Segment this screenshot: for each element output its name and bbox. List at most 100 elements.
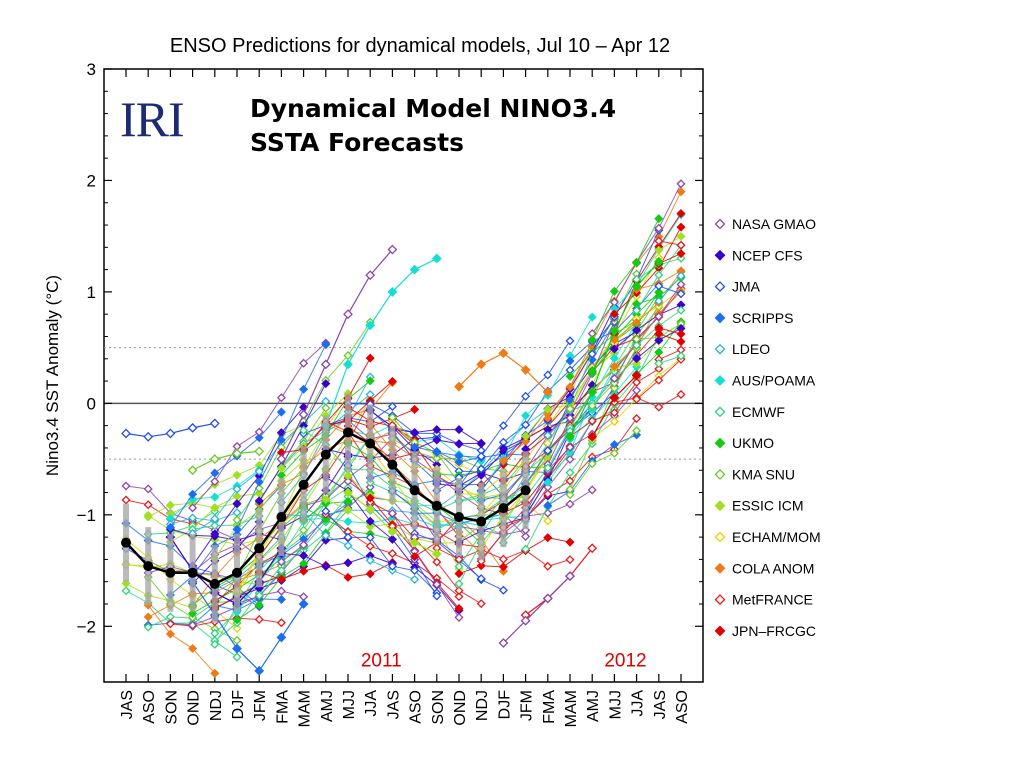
forecast-series-point <box>276 632 287 643</box>
forecast-plume-point <box>476 470 486 480</box>
forecast-plume-line <box>658 333 682 343</box>
forecast-series-point <box>498 348 509 359</box>
observed-point <box>143 561 154 572</box>
forecast-series-point <box>409 264 420 275</box>
forecast-plume-point <box>565 476 575 486</box>
legend-label: MetFRANCE <box>732 592 813 608</box>
forecast-plume-point <box>543 477 553 487</box>
forecast-series-line <box>325 257 438 426</box>
forecast-plume-point <box>587 312 597 322</box>
forecast-plume-point <box>654 402 664 412</box>
forecast-plume-point <box>365 521 375 532</box>
forecast-plume-line <box>591 291 660 371</box>
forecast-plume-point <box>476 599 486 609</box>
forecast-plume-point <box>543 446 553 456</box>
observed-point <box>121 537 131 548</box>
forecast-plume-point <box>609 344 619 354</box>
forecast-plume-point <box>343 505 353 515</box>
legend-marker <box>714 375 726 386</box>
forecast-plume-point <box>498 554 508 564</box>
observed-point <box>343 427 353 438</box>
forecast-plume-point <box>632 426 642 436</box>
forecast-plume-point <box>654 296 664 306</box>
iri-logo: IRI <box>120 91 185 147</box>
forecast-plume-line <box>569 319 637 377</box>
forecast-plume-point <box>232 484 242 494</box>
forecast-plume-point <box>188 644 198 654</box>
forecast-plume-point <box>343 496 353 506</box>
forecast-plume-point <box>609 408 619 418</box>
forecast-plume-point <box>299 425 309 435</box>
forecast-plume-line <box>281 552 393 568</box>
x-tick-label: MAM <box>297 690 314 727</box>
x-tick-label: JAS <box>652 690 669 719</box>
forecast-plume-point <box>632 325 642 335</box>
forecast-plume-point <box>654 214 664 224</box>
forecast-series-point <box>365 504 376 515</box>
forecast-plume-point <box>143 500 153 510</box>
forecast-plume-point <box>543 413 553 423</box>
forecast-plume-point <box>365 532 375 542</box>
forecast-plume-point <box>232 491 242 501</box>
observed-point <box>476 516 487 527</box>
forecast-plume-point <box>299 358 309 368</box>
forecast-plume-point <box>565 499 575 509</box>
forecast-series-point <box>365 320 376 331</box>
forecast-series-point <box>631 281 642 292</box>
forecast-plume-point <box>676 389 686 399</box>
forecast-plume-point <box>632 258 642 268</box>
observed-point <box>409 485 420 496</box>
forecast-plume-point <box>676 351 686 361</box>
forecast-plume-point <box>276 435 286 445</box>
forecast-plume-line <box>614 291 682 367</box>
forecast-plume-point <box>343 476 353 486</box>
forecast-plume-point <box>676 209 686 219</box>
forecast-plume-point <box>276 407 286 417</box>
observed-point <box>232 567 242 578</box>
legend-label: KMA SNU <box>732 466 795 482</box>
y-tick-label: 3 <box>87 60 96 79</box>
forecast-plume-point <box>387 561 397 571</box>
forecast-plume-line <box>347 425 415 460</box>
y-tick-label: −2 <box>77 617 96 636</box>
forecast-plume-point <box>210 529 220 539</box>
forecast-plume-point <box>565 490 575 500</box>
forecast-plume-point <box>276 557 286 567</box>
forecast-series-point <box>587 431 598 442</box>
forecast-plume-point <box>476 464 486 474</box>
forecast-plume-point <box>232 515 242 525</box>
forecast-plume-point <box>587 485 597 495</box>
forecast-plume-point <box>232 524 242 534</box>
forecast-plume-point <box>299 540 309 550</box>
forecast-plume-point <box>232 508 242 518</box>
forecast-plume-point <box>587 335 597 345</box>
forecast-plume-point <box>321 340 331 350</box>
forecast-plume-point <box>632 354 642 364</box>
forecast-plume-point <box>565 442 575 452</box>
forecast-plume-point <box>210 514 220 524</box>
year-label: 2011 <box>361 651 402 672</box>
forecast-plume-line <box>170 512 238 525</box>
forecast-plume-line <box>214 551 282 602</box>
forecast-plume-point <box>454 451 464 461</box>
x-tick-label: JFM <box>252 690 269 721</box>
forecast-series-point <box>343 359 353 370</box>
forecast-plume-point <box>454 612 464 622</box>
forecast-plume-point <box>609 309 619 319</box>
forecast-plume-point <box>343 572 353 582</box>
forecast-series-line <box>169 536 282 605</box>
forecast-plume-point <box>565 454 575 464</box>
forecast-plume-point <box>543 482 553 492</box>
slide-title: Dynamical Model NINO3.4 SSTA Forecasts <box>250 92 616 160</box>
forecast-series-point <box>520 615 531 626</box>
legend-marker <box>714 437 726 449</box>
forecast-plume-point <box>387 534 397 544</box>
x-tick-label: ASO <box>408 690 425 724</box>
forecast-plume-point <box>321 514 331 524</box>
forecast-plume-point <box>432 591 442 601</box>
legend-label: UKMO <box>732 435 774 451</box>
forecast-plume-point <box>143 484 153 494</box>
forecast-series-point <box>209 418 220 429</box>
forecast-plume-line <box>281 456 349 529</box>
forecast-plume-point <box>210 668 220 678</box>
